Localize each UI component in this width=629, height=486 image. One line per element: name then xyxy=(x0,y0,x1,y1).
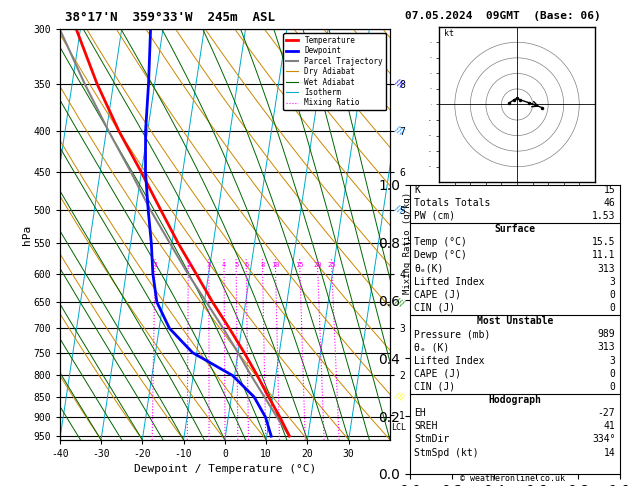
Text: Pressure (mb): Pressure (mb) xyxy=(415,329,491,339)
Text: 38°17'N  359°33'W  245m  ASL: 38°17'N 359°33'W 245m ASL xyxy=(65,11,275,24)
Text: 0: 0 xyxy=(610,369,615,379)
Text: ///: /// xyxy=(393,204,406,216)
Text: 313: 313 xyxy=(598,343,615,352)
Text: Totals Totals: Totals Totals xyxy=(415,198,491,208)
Text: Hodograph: Hodograph xyxy=(488,395,542,405)
Text: ///: /// xyxy=(393,391,406,403)
Text: 14: 14 xyxy=(604,448,615,457)
Legend: Temperature, Dewpoint, Parcel Trajectory, Dry Adiabat, Wet Adiabat, Isotherm, Mi: Temperature, Dewpoint, Parcel Trajectory… xyxy=(283,33,386,110)
Text: 0: 0 xyxy=(610,303,615,313)
Text: Temp (°C): Temp (°C) xyxy=(415,237,467,247)
Text: 3: 3 xyxy=(610,356,615,365)
Text: 46: 46 xyxy=(604,198,615,208)
Text: K: K xyxy=(415,185,420,195)
Text: 313: 313 xyxy=(598,263,615,274)
Text: 15: 15 xyxy=(604,185,615,195)
Text: 3: 3 xyxy=(610,277,615,287)
Text: CAPE (J): CAPE (J) xyxy=(415,290,461,300)
Text: 25: 25 xyxy=(328,262,336,268)
Text: 989: 989 xyxy=(598,329,615,339)
Text: 15.5: 15.5 xyxy=(592,237,615,247)
Text: CIN (J): CIN (J) xyxy=(415,382,455,392)
Text: 0: 0 xyxy=(610,382,615,392)
Text: θₑ (K): θₑ (K) xyxy=(415,343,450,352)
Text: 2: 2 xyxy=(186,262,191,268)
Text: CAPE (J): CAPE (J) xyxy=(415,369,461,379)
Text: CIN (J): CIN (J) xyxy=(415,303,455,313)
Text: 0: 0 xyxy=(610,290,615,300)
Text: 4: 4 xyxy=(222,262,226,268)
Text: Surface: Surface xyxy=(494,224,535,234)
Text: kt: kt xyxy=(444,29,454,38)
Text: Lifted Index: Lifted Index xyxy=(415,356,485,365)
Text: StmDir: StmDir xyxy=(415,434,450,444)
Text: © weatheronline.co.uk: © weatheronline.co.uk xyxy=(460,473,565,483)
Text: PW (cm): PW (cm) xyxy=(415,211,455,221)
Text: 6: 6 xyxy=(244,262,248,268)
Text: 10: 10 xyxy=(271,262,280,268)
Text: -27: -27 xyxy=(598,408,615,418)
Text: 15: 15 xyxy=(296,262,304,268)
Text: θₑ(K): θₑ(K) xyxy=(415,263,443,274)
Text: 1: 1 xyxy=(153,262,157,268)
Y-axis label: hPa: hPa xyxy=(22,225,31,244)
Text: Dewp (°C): Dewp (°C) xyxy=(415,250,467,260)
Text: SREH: SREH xyxy=(415,421,438,431)
Text: ///: /// xyxy=(393,296,406,308)
Text: Lifted Index: Lifted Index xyxy=(415,277,485,287)
X-axis label: Dewpoint / Temperature (°C): Dewpoint / Temperature (°C) xyxy=(134,465,316,474)
Text: Most Unstable: Most Unstable xyxy=(477,316,553,326)
Text: 5: 5 xyxy=(234,262,238,268)
Text: 8: 8 xyxy=(260,262,265,268)
Text: 3: 3 xyxy=(207,262,211,268)
Text: StmSpd (kt): StmSpd (kt) xyxy=(415,448,479,457)
Text: 11.1: 11.1 xyxy=(592,250,615,260)
Y-axis label: km
ASL: km ASL xyxy=(408,226,429,243)
Text: LCL: LCL xyxy=(391,423,406,433)
Text: EH: EH xyxy=(415,408,426,418)
Text: 41: 41 xyxy=(604,421,615,431)
Text: ///: /// xyxy=(393,78,406,89)
Text: 07.05.2024  09GMT  (Base: 06): 07.05.2024 09GMT (Base: 06) xyxy=(405,11,601,21)
Text: 1.53: 1.53 xyxy=(592,211,615,221)
Text: 20: 20 xyxy=(313,262,322,268)
Text: ///: /// xyxy=(393,125,406,137)
Text: 334°: 334° xyxy=(592,434,615,444)
Text: Mixing Ratio (g/kg): Mixing Ratio (g/kg) xyxy=(403,192,412,294)
